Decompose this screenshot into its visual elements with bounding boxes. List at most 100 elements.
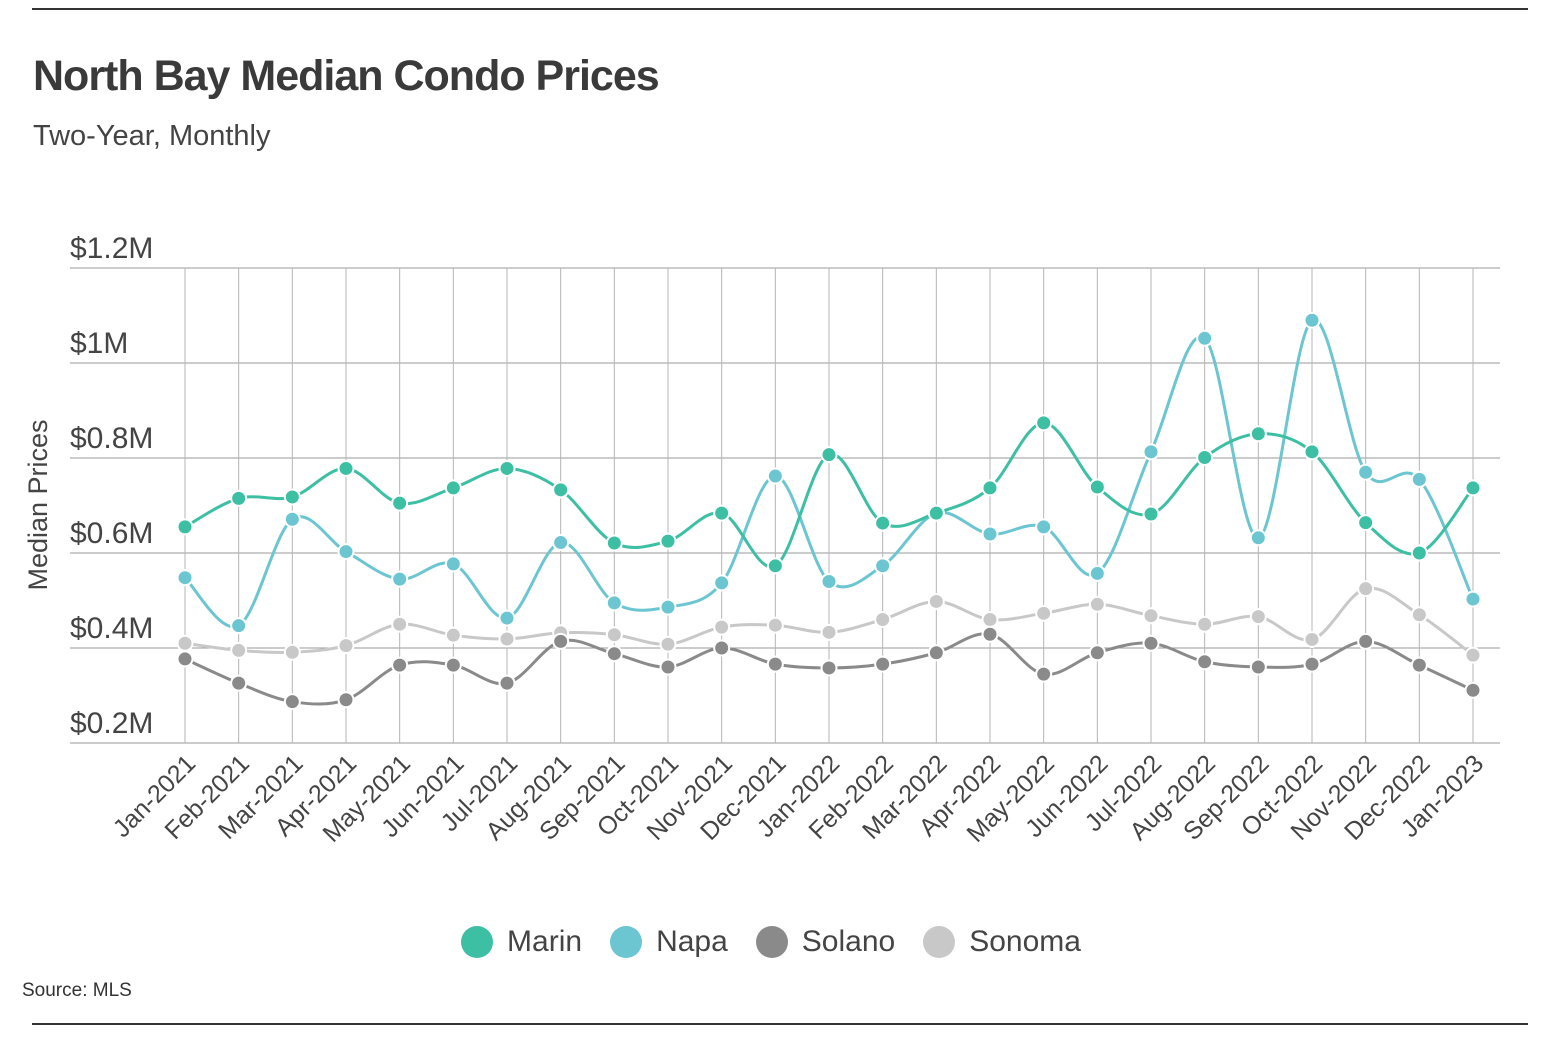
data-point-napa — [1357, 463, 1375, 481]
legend-swatch-solano — [755, 926, 788, 958]
data-point-solano — [552, 632, 570, 650]
data-point-solano — [1249, 658, 1267, 676]
data-point-sonoma — [176, 634, 194, 652]
legend-item-napa: Napa — [610, 925, 728, 959]
data-point-solano — [230, 674, 248, 692]
data-point-solano — [498, 674, 516, 692]
data-point-napa — [176, 569, 194, 587]
data-point-sonoma — [337, 637, 355, 655]
data-point-solano — [1410, 656, 1428, 674]
data-point-solano — [1035, 665, 1053, 683]
data-point-solano — [391, 656, 409, 674]
data-point-sonoma — [605, 626, 623, 644]
legend: Marin Napa Solano Sonoma — [0, 925, 1542, 959]
y-tick-label: $0.4M — [70, 612, 153, 645]
data-point-sonoma — [1303, 630, 1321, 648]
data-point-napa — [874, 557, 892, 575]
top-rule — [32, 8, 1528, 10]
data-point-solano — [605, 645, 623, 663]
data-point-napa — [230, 617, 248, 635]
data-point-marin — [1303, 443, 1321, 461]
data-point-marin — [498, 459, 516, 477]
source-note: Source: MLS — [22, 980, 132, 1001]
data-point-marin — [391, 494, 409, 512]
data-point-marin — [444, 479, 462, 497]
data-point-napa — [444, 555, 462, 573]
data-point-solano — [337, 691, 355, 709]
data-point-napa — [713, 574, 731, 592]
data-point-sonoma — [874, 611, 892, 628]
data-point-napa — [1035, 518, 1053, 536]
legend-item-sonoma: Sonoma — [923, 925, 1081, 959]
data-point-sonoma — [766, 616, 784, 634]
data-point-marin — [1464, 479, 1482, 497]
data-point-marin — [766, 557, 784, 575]
data-point-marin — [1410, 544, 1428, 562]
data-point-solano — [820, 659, 838, 677]
data-point-marin — [659, 532, 677, 550]
data-point-sonoma — [1249, 608, 1267, 626]
legend-item-marin: Marin — [461, 925, 582, 959]
data-point-marin — [1249, 425, 1267, 443]
data-point-sonoma — [659, 635, 677, 653]
chart-subtitle: Two-Year, Monthly — [33, 120, 271, 152]
y-tick-label: $0.6M — [70, 517, 153, 550]
data-point-solano — [874, 655, 892, 673]
data-point-sonoma — [444, 626, 462, 644]
data-point-marin — [981, 479, 999, 497]
data-point-napa — [552, 534, 570, 552]
data-point-napa — [1303, 311, 1321, 329]
legend-label-marin: Marin — [507, 925, 583, 958]
data-point-marin — [1035, 414, 1053, 432]
data-point-solano — [444, 656, 462, 674]
data-point-sonoma — [927, 592, 945, 610]
data-point-napa — [820, 573, 838, 590]
y-tick-label: $1M — [70, 327, 128, 360]
data-point-marin — [605, 534, 623, 552]
legend-swatch-napa — [610, 926, 643, 958]
data-point-napa — [391, 570, 409, 588]
data-point-solano — [1464, 681, 1482, 699]
data-point-napa — [1196, 329, 1214, 347]
data-point-marin — [283, 488, 301, 506]
data-point-sonoma — [1464, 646, 1482, 664]
data-point-marin — [1142, 505, 1160, 523]
data-point-napa — [981, 525, 999, 543]
data-point-solano — [713, 639, 731, 657]
bottom-rule — [32, 1023, 1528, 1025]
data-point-solano — [283, 693, 301, 711]
data-point-solano — [927, 644, 945, 662]
data-point-napa — [1249, 529, 1267, 547]
data-point-solano — [176, 650, 194, 668]
data-point-napa — [1410, 470, 1428, 488]
data-point-napa — [498, 609, 516, 627]
legend-label-solano: Solano — [801, 925, 896, 958]
data-point-solano — [659, 658, 677, 676]
y-tick-label: $0.2M — [70, 707, 153, 740]
y-tick-label: $1.2M — [70, 232, 153, 265]
data-point-sonoma — [1035, 604, 1053, 622]
data-point-napa — [1464, 590, 1482, 608]
data-point-solano — [1142, 634, 1160, 652]
data-point-marin — [927, 504, 945, 522]
data-point-marin — [176, 518, 194, 536]
data-point-sonoma — [820, 623, 838, 641]
y-axis-title: Median Prices — [23, 419, 53, 590]
data-point-napa — [766, 467, 784, 485]
data-point-solano — [1088, 644, 1106, 662]
data-point-marin — [1196, 449, 1214, 467]
data-point-marin — [1357, 514, 1375, 532]
data-point-solano — [1357, 632, 1375, 650]
data-point-napa — [605, 594, 623, 612]
data-point-napa — [283, 510, 301, 528]
data-point-marin — [552, 481, 570, 499]
data-point-marin — [820, 446, 838, 464]
data-point-sonoma — [391, 615, 409, 633]
data-point-sonoma — [1410, 606, 1428, 624]
data-point-marin — [874, 514, 892, 532]
data-point-napa — [659, 598, 677, 616]
data-point-napa — [337, 543, 355, 561]
data-point-sonoma — [713, 618, 731, 636]
data-point-sonoma — [230, 641, 248, 659]
